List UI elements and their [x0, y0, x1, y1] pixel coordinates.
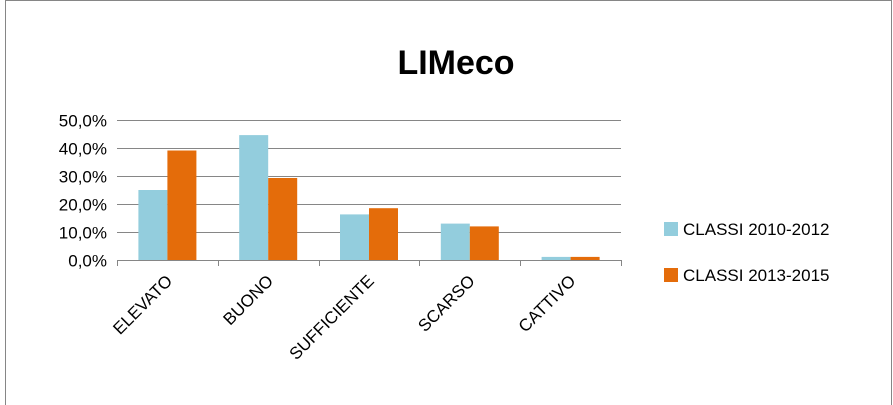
legend-swatch: [664, 268, 678, 282]
bar-elevato-series-1: [138, 190, 168, 260]
bar-elevato-series-2: [167, 150, 197, 260]
bar-buono-series-2: [268, 178, 298, 260]
y-tick-label: 50,0%: [59, 112, 107, 131]
bar-cattivo-series-1: [541, 256, 571, 260]
x-axis: [117, 260, 622, 266]
bar-scarso-series-1: [440, 223, 470, 260]
bar-sufficiente-series-1: [340, 214, 369, 260]
y-tick-label: 0,0%: [68, 252, 107, 271]
y-tick-label: 30,0%: [59, 168, 107, 187]
bars: [138, 135, 600, 260]
bar-sufficiente-series-2: [369, 208, 398, 260]
chart-title: LIMeco: [397, 44, 514, 82]
legend: CLASSI 2010-2012 CLASSI 2013-2015: [664, 220, 830, 285]
y-axis-tick-labels: 0,0% 10,0% 20,0% 30,0% 40,0% 50,0%: [59, 112, 107, 271]
bar-cattivo-series-2: [570, 256, 600, 260]
legend-label: CLASSI 2010-2012: [683, 220, 830, 239]
y-tick-label: 10,0%: [59, 224, 107, 243]
bar-buono-series-1: [239, 135, 269, 260]
y-tick-label: 20,0%: [59, 196, 107, 215]
legend-label: CLASSI 2013-2015: [683, 266, 830, 285]
legend-swatch: [664, 222, 678, 236]
y-tick-label: 40,0%: [59, 140, 107, 159]
bar-scarso-series-2: [469, 226, 499, 260]
